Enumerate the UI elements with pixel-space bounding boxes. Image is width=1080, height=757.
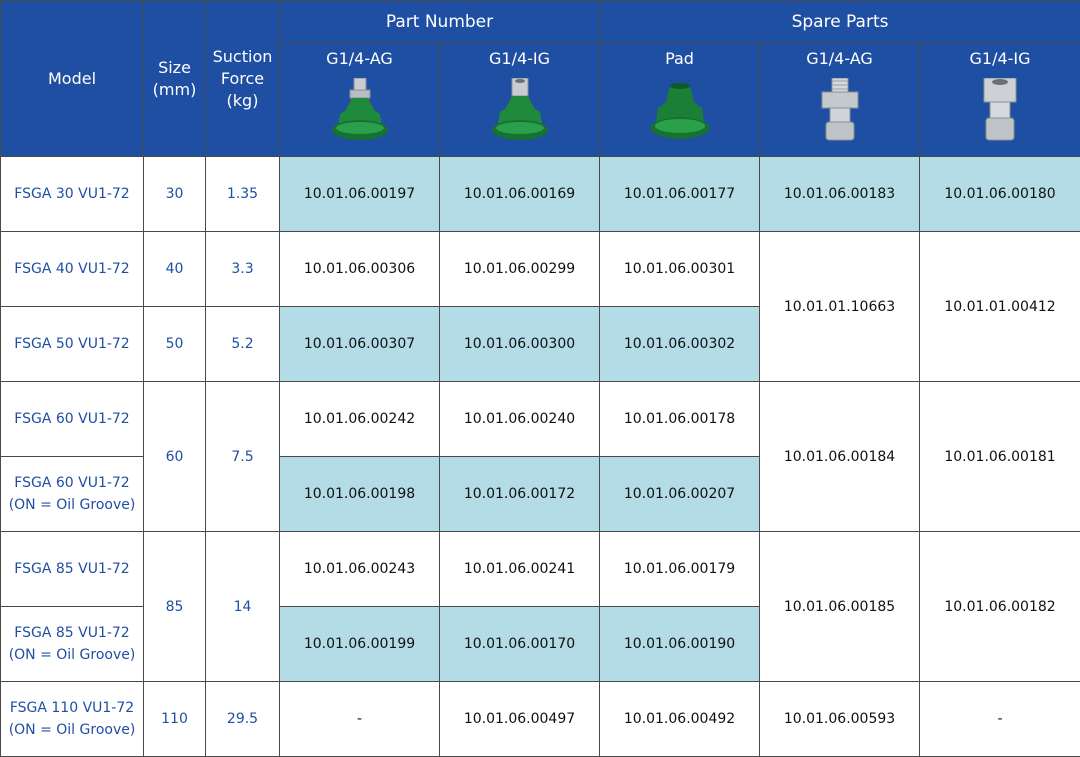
- model-cell: FSGA 40 VU1-72: [1, 232, 144, 307]
- pn-ag-cell: 10.01.06.00243: [280, 532, 440, 607]
- vacuum-cup-ag-icon: [328, 78, 392, 144]
- force-cell: 14: [206, 532, 280, 682]
- pad-cell: 10.01.06.00492: [600, 682, 760, 757]
- pn-ig-cell: 10.01.06.00241: [440, 532, 600, 607]
- model-note: (ON = Oil Groove): [9, 497, 136, 513]
- size-cell: 40: [144, 232, 206, 307]
- model-cell: FSGA 110 VU1-72 (ON = Oil Groove): [1, 682, 144, 757]
- header-part-number: Part Number: [280, 1, 600, 43]
- pn-ig-cell: 10.01.06.00169: [440, 157, 600, 232]
- pn-ag-cell: -: [280, 682, 440, 757]
- sp-ig-cell: 10.01.06.00181: [920, 382, 1080, 532]
- header-force-line1: Suction: [213, 47, 273, 66]
- force-cell: 1.35: [206, 157, 280, 232]
- sp-ig-cell: 10.01.06.00182: [920, 532, 1080, 682]
- model-cell: FSGA 60 VU1-72: [1, 382, 144, 457]
- pad-cell: 10.01.06.00301: [600, 232, 760, 307]
- sp-ag-cell: 10.01.01.10663: [760, 232, 920, 382]
- header-size-unit: (mm): [153, 80, 197, 99]
- model-name: FSGA 60 VU1-72: [14, 475, 129, 491]
- header-sp-pad-label: Pad: [600, 49, 759, 68]
- table-row: FSGA 85 VU1-72 85 14 10.01.06.00243 10.0…: [1, 532, 1080, 607]
- pn-ig-cell: 10.01.06.00170: [440, 607, 600, 682]
- table-row: FSGA 40 VU1-72 40 3.3 10.01.06.00306 10.…: [1, 232, 1080, 307]
- header-size-label: Size: [158, 58, 191, 77]
- header-pn-ag: G1/4-AG: [280, 43, 440, 157]
- size-cell: 60: [144, 382, 206, 532]
- fitting-ag-icon: [808, 78, 872, 144]
- size-cell: 110: [144, 682, 206, 757]
- header-suction-force: Suction Force (kg): [206, 1, 280, 157]
- header-sp-ig-label: G1/4-IG: [920, 49, 1080, 68]
- pn-ag-cell: 10.01.06.00197: [280, 157, 440, 232]
- size-cell: 30: [144, 157, 206, 232]
- pn-ag-cell: 10.01.06.00306: [280, 232, 440, 307]
- pad-cell: 10.01.06.00207: [600, 457, 760, 532]
- header-size: Size (mm): [144, 1, 206, 157]
- sp-ag-cell: 10.01.06.00184: [760, 382, 920, 532]
- pad-cell: 10.01.06.00302: [600, 307, 760, 382]
- model-cell: FSGA 60 VU1-72 (ON = Oil Groove): [1, 457, 144, 532]
- header-model: Model: [1, 1, 144, 157]
- header-spare-parts: Spare Parts: [600, 1, 1080, 43]
- model-cell: FSGA 50 VU1-72: [1, 307, 144, 382]
- size-cell: 85: [144, 532, 206, 682]
- header-sp-ag-label: G1/4-AG: [760, 49, 919, 68]
- header-pn-ig-label: G1/4-IG: [440, 49, 599, 68]
- model-note: (ON = Oil Groove): [9, 647, 136, 663]
- model-name: FSGA 110 VU1-72: [10, 700, 134, 716]
- model-cell: FSGA 30 VU1-72: [1, 157, 144, 232]
- sp-ig-cell: 10.01.01.00412: [920, 232, 1080, 382]
- force-cell: 29.5: [206, 682, 280, 757]
- sp-ag-cell: 10.01.06.00593: [760, 682, 920, 757]
- header-force-unit: (kg): [227, 91, 259, 110]
- force-cell: 3.3: [206, 232, 280, 307]
- sp-ig-cell: 10.01.06.00180: [920, 157, 1080, 232]
- pad-cell: 10.01.06.00177: [600, 157, 760, 232]
- table-row: FSGA 110 VU1-72 (ON = Oil Groove) 110 29…: [1, 682, 1080, 757]
- fitting-ig-icon: [968, 78, 1032, 144]
- pn-ig-cell: 10.01.06.00172: [440, 457, 600, 532]
- model-name: FSGA 85 VU1-72: [14, 625, 129, 641]
- pn-ig-cell: 10.01.06.00300: [440, 307, 600, 382]
- pad-cell: 10.01.06.00178: [600, 382, 760, 457]
- pad-icon: [648, 78, 712, 144]
- header-pn-ig: G1/4-IG: [440, 43, 600, 157]
- pn-ig-cell: 10.01.06.00299: [440, 232, 600, 307]
- pn-ag-cell: 10.01.06.00307: [280, 307, 440, 382]
- header-sp-ag: G1/4-AG: [760, 43, 920, 157]
- table-row: FSGA 30 VU1-72 30 1.35 10.01.06.00197 10…: [1, 157, 1080, 232]
- pn-ag-cell: 10.01.06.00198: [280, 457, 440, 532]
- pn-ag-cell: 10.01.06.00199: [280, 607, 440, 682]
- sp-ag-cell: 10.01.06.00185: [760, 532, 920, 682]
- table-row: FSGA 60 VU1-72 60 7.5 10.01.06.00242 10.…: [1, 382, 1080, 457]
- force-cell: 5.2: [206, 307, 280, 382]
- sp-ig-cell: -: [920, 682, 1080, 757]
- header-sp-ig: G1/4-IG: [920, 43, 1080, 157]
- pad-cell: 10.01.06.00190: [600, 607, 760, 682]
- size-cell: 50: [144, 307, 206, 382]
- pn-ag-cell: 10.01.06.00242: [280, 382, 440, 457]
- pn-ig-cell: 10.01.06.00240: [440, 382, 600, 457]
- pn-ig-cell: 10.01.06.00497: [440, 682, 600, 757]
- vacuum-cup-ig-icon: [488, 78, 552, 144]
- pad-cell: 10.01.06.00179: [600, 532, 760, 607]
- header-pn-ag-label: G1/4-AG: [280, 49, 439, 68]
- force-cell: 7.5: [206, 382, 280, 532]
- header-force-line2: Force: [221, 69, 264, 88]
- model-cell: FSGA 85 VU1-72 (ON = Oil Groove): [1, 607, 144, 682]
- model-cell: FSGA 85 VU1-72: [1, 532, 144, 607]
- model-note: (ON = Oil Groove): [9, 722, 136, 738]
- sp-ag-cell: 10.01.06.00183: [760, 157, 920, 232]
- header-sp-pad: Pad: [600, 43, 760, 157]
